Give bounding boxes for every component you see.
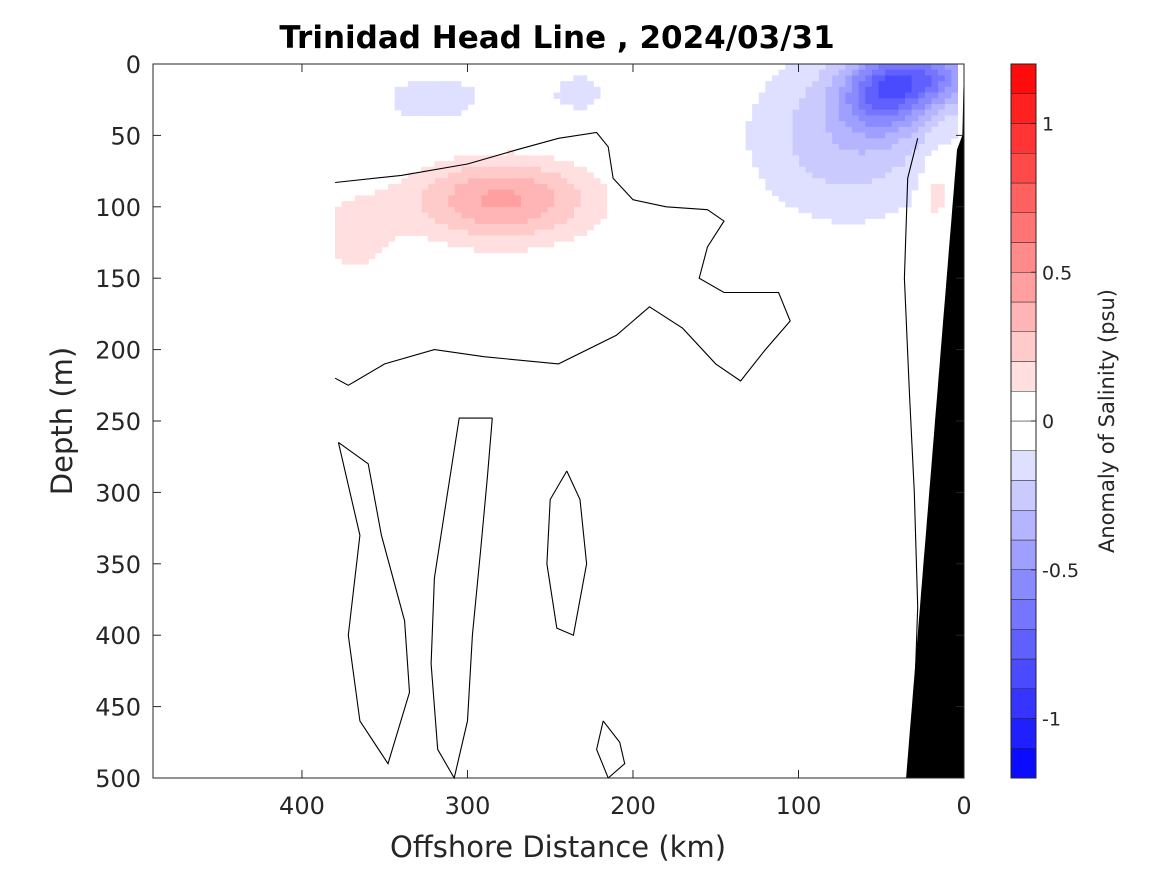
colorbar-band [1010,391,1037,422]
x-tick-label: 0 [956,792,971,820]
colorbar-band [1010,510,1037,541]
y-tick-label: 500 [95,765,141,793]
colorbar: 1 0.5 0 -0.5 -1 [1010,63,1079,779]
x-tick-label: 100 [776,792,822,820]
y-tick-label: 450 [95,694,141,722]
colorbar-band [1010,688,1037,719]
colorbar-band [1010,331,1037,362]
y-axis-label: Depth (m) [45,347,79,495]
colorbar-band [1010,212,1037,243]
colorbar-band [1010,361,1037,392]
colorbar-band [1010,301,1037,332]
y-tick-label: 100 [95,194,141,222]
colorbar-tick-label: -0.5 [1042,560,1079,582]
colorbar-band [1010,748,1037,779]
colorbar-band [1010,718,1037,749]
y-tick-label: 0 [126,51,141,79]
y-tick-label: 350 [95,551,141,579]
colorbar-band [1010,153,1037,184]
colorbar-band [1010,658,1037,689]
colorbar-band [1010,420,1037,451]
x-tick-label: 300 [445,792,491,820]
colorbar-band [1010,182,1037,213]
zero-contour-2 [430,417,493,780]
plot-area [152,63,965,780]
zero-contour-3 [546,470,588,636]
anomaly-field [335,64,958,265]
colorbar-band [1010,599,1037,630]
y-tick-label: 50 [110,122,141,150]
colorbar-tick-label: 1 [1042,114,1054,136]
bathymetry [906,64,964,778]
x-axis-label: Offshore Distance (km) [390,830,726,864]
y-axis: 0 50 100 150 200 250 300 350 400 450 500 [95,51,964,793]
colorbar-band [1010,629,1037,660]
y-tick-label: 150 [95,265,141,293]
colorbar-tick-label: 0 [1042,411,1054,433]
chart-title: Trinidad Head Line , 2024/03/31 [279,20,834,56]
colorbar-band [1010,123,1037,154]
x-tick-label: 400 [279,792,325,820]
colorbar-band [1010,539,1037,570]
y-tick-label: 250 [95,408,141,436]
colorbar-band [1010,450,1037,481]
zero-contour-1 [337,441,411,765]
zero-contour-0 [334,131,791,386]
colorbar-tick-label: 0.5 [1042,262,1072,284]
x-tick-label: 200 [610,792,656,820]
colorbar-tick-label: -1 [1042,709,1061,731]
y-tick-label: 200 [95,337,141,365]
colorbar-label: Anomaly of Salinity (psu) [1095,289,1119,553]
colorbar-band [1010,63,1037,94]
zero-contour-4 [596,720,626,779]
colorbar-band [1010,242,1037,273]
colorbar-band [1010,272,1037,303]
x-axis: 400 300 200 100 0 [279,64,972,820]
colorbar-band [1010,93,1037,124]
y-tick-label: 300 [95,479,141,507]
colorbar-band [1010,569,1037,600]
y-tick-label: 400 [95,622,141,650]
colorbar-band [1010,480,1037,511]
